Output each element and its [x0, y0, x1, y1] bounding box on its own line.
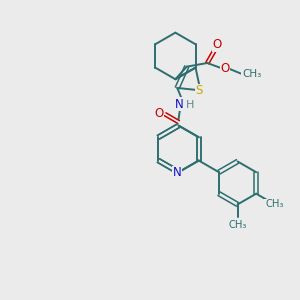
- Text: CH₃: CH₃: [242, 69, 261, 79]
- Text: N: N: [175, 98, 184, 111]
- Text: CH₃: CH₃: [228, 220, 247, 230]
- Text: O: O: [212, 38, 222, 51]
- Text: O: O: [220, 62, 230, 75]
- Text: S: S: [195, 85, 203, 98]
- Text: N: N: [173, 166, 182, 179]
- Text: H: H: [186, 100, 195, 110]
- Text: O: O: [154, 106, 163, 120]
- Text: CH₃: CH₃: [265, 199, 284, 209]
